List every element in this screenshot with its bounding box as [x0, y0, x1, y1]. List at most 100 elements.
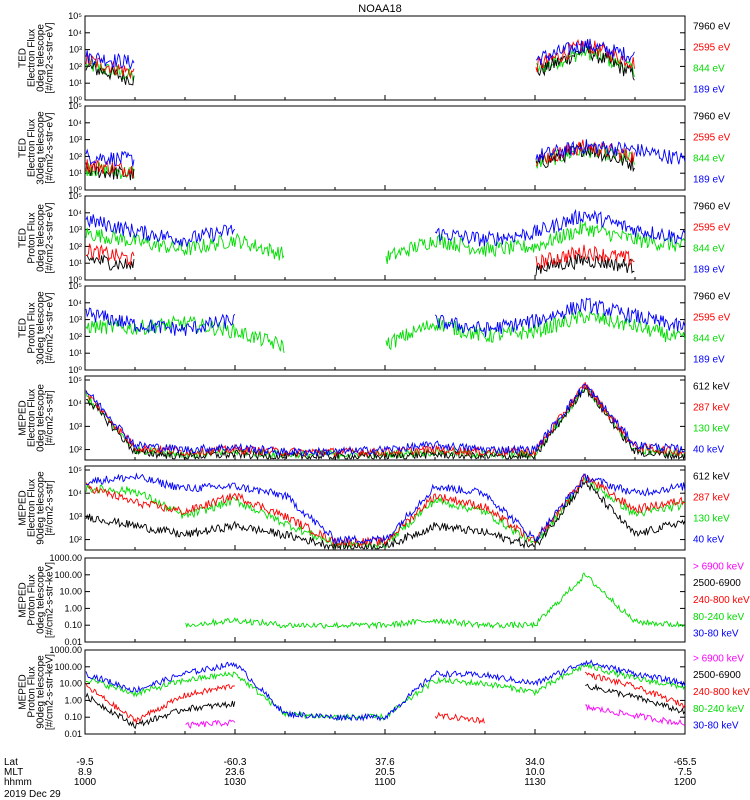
legend-green: 80-240 keV [693, 704, 744, 715]
series-line-blue [85, 659, 686, 722]
panel-frame [84, 649, 686, 735]
series-line-blue [85, 383, 686, 458]
legend-green: 844 eV [693, 334, 725, 345]
y-tick-label: 0.10 [64, 620, 82, 630]
legend-green: 844 eV [693, 244, 725, 255]
chart-title: NOAA18 [358, 3, 401, 15]
y-tick-label: 1.00 [64, 695, 82, 705]
y-axis-label-line: Proton Flux [27, 666, 38, 717]
y-axis-label-line: 30deg telescope [36, 111, 47, 185]
y-tick-label: 10² [69, 241, 82, 251]
y-tick-label: 10⁴ [68, 398, 82, 408]
panel-1: 10⁰ 10¹ 10² 10³ 10⁴ 10⁵ TEDElectron Flux0deg t… [18, 11, 731, 105]
y-tick-label: 100.00 [54, 570, 82, 580]
y-tick-label: 10⁴ [68, 28, 82, 38]
footer-row-label: Lat [4, 757, 18, 768]
legend-green: 130 keV [693, 514, 730, 525]
legend-black: 2500-6900 [693, 578, 741, 589]
y-axis-label-line: 0deg telescope [36, 384, 47, 452]
legend-red: 2595 eV [693, 313, 731, 324]
footer-row-label: hhmm [4, 777, 32, 788]
y-axis-label-line: 0deg telescope [36, 204, 47, 272]
y-axis-label-line: MEPED [18, 490, 29, 526]
series-line-black [86, 252, 635, 276]
y-tick-label: 10.00 [59, 679, 82, 689]
y-tick-label: 10⁴ [68, 488, 82, 498]
panel-3: 10⁰ 10¹ 10² 10³ 10⁴ 10⁵ TEDProton Flux0deg tel… [18, 191, 731, 285]
series-line-black [85, 141, 635, 181]
series-line-green [185, 572, 686, 630]
legend-red: 240-800 keV [693, 687, 750, 698]
panel-5: 10² 10³ 10⁴ 10⁵ MEPEDElectron Flux0deg teles… [18, 375, 730, 461]
y-axis-label-line: [#/cm2-s-str] [45, 480, 56, 536]
y-tick-label: 10³ [69, 45, 82, 55]
panel-6: 10² 10³ 10⁴ 10⁵ MEPEDElectron Flux90deg tele… [18, 465, 730, 551]
legend-magenta: > 6900 keV [693, 561, 744, 572]
footer-hhmm-value: 1000 [74, 777, 97, 788]
panel-frame [84, 15, 686, 101]
y-tick-label: 10⁰ [68, 185, 82, 195]
y-tick-label: 1.00 [64, 603, 82, 613]
y-tick-label: 10³ [69, 511, 82, 521]
panel-2: 10⁰ 10¹ 10² 10³ 10⁴ 10⁵ TEDElectron Flux30deg … [18, 101, 731, 195]
y-tick-label: 1000.00 [49, 645, 82, 655]
y-axis-label: MEPEDElectron Flux0deg telescope[#/cm2-s… [18, 384, 56, 452]
y-tick-label: 0.10 [64, 712, 82, 722]
footer-mlt-value: 10.0 [525, 767, 545, 778]
y-axis-label-line: TED [18, 138, 29, 158]
footer-date: 2019 Dec 29 [4, 789, 61, 800]
y-axis-label-line: 30deg telescope [36, 291, 47, 365]
y-axis-label-line: MEPED [18, 674, 29, 710]
series-line-blue [85, 38, 635, 71]
series-line-black [85, 42, 635, 86]
footer-lat-value: 34.0 [525, 757, 545, 768]
y-axis-label-line: Proton Flux [27, 574, 38, 625]
y-axis-label-line: TED [18, 48, 29, 68]
series-line-red [86, 243, 635, 270]
y-tick-label: 10⁵ [68, 101, 82, 111]
y-axis-label-line: Proton Flux [27, 302, 38, 353]
y-tick-label: 10³ [69, 315, 82, 325]
series-line-red [85, 382, 686, 458]
legend-blue: 189 eV [693, 355, 725, 366]
legend-green: 844 eV [693, 154, 725, 165]
series-line-magenta [185, 703, 686, 729]
legend-blue: 189 eV [693, 265, 725, 276]
y-tick-label: 10⁰ [68, 275, 82, 285]
y-axis-label-line: [#/cm2-s-str] [45, 390, 56, 446]
y-tick-label: 10³ [69, 421, 82, 431]
panel-8: 0.010.101.0010.00100.001000.00MEPEDProto… [18, 645, 750, 739]
series-line-green [86, 663, 686, 722]
y-axis-label: MEPEDProton Flux90deg telescope[#/cm2-s-… [18, 654, 56, 730]
y-tick-label: 10⁴ [68, 208, 82, 218]
footer-hhmm-value: 1100 [374, 777, 396, 788]
legend-red: 287 keV [693, 403, 730, 414]
panel-frame [84, 195, 686, 281]
legend-black: 7960 eV [693, 292, 731, 303]
legend-green: 80-240 keV [693, 612, 744, 623]
legend-blue: 30-80 keV [693, 721, 739, 732]
y-tick-label: 10⁵ [68, 11, 82, 21]
y-tick-label: 10.00 [59, 587, 82, 597]
y-axis-label-line: 0deg telescope [36, 566, 47, 634]
series-line-red [85, 38, 635, 80]
y-axis-label-line: TED [18, 228, 29, 248]
series-line-green [85, 475, 686, 550]
series-line-blue [85, 472, 686, 545]
footer-hhmm-value: 1030 [224, 777, 247, 788]
y-axis-label-line: MEPED [18, 582, 29, 618]
legend-red: 240-800 keV [693, 595, 750, 606]
y-tick-label: 10⁵ [68, 465, 82, 475]
y-tick-label: 10³ [69, 135, 82, 145]
series-line-black [85, 480, 686, 551]
y-tick-label: 0.01 [64, 729, 82, 739]
legend-black: 7960 eV [693, 112, 731, 123]
y-axis-label-line: Electron Flux [27, 29, 38, 87]
y-tick-label: 10⁵ [68, 375, 82, 385]
y-tick-label: 10⁰ [68, 95, 82, 105]
y-tick-label: 10¹ [69, 78, 82, 88]
footer-lat-value: -65.5 [674, 757, 697, 768]
footer-lat-value: -60.3 [224, 757, 247, 768]
legend-black: 7960 eV [693, 22, 731, 33]
